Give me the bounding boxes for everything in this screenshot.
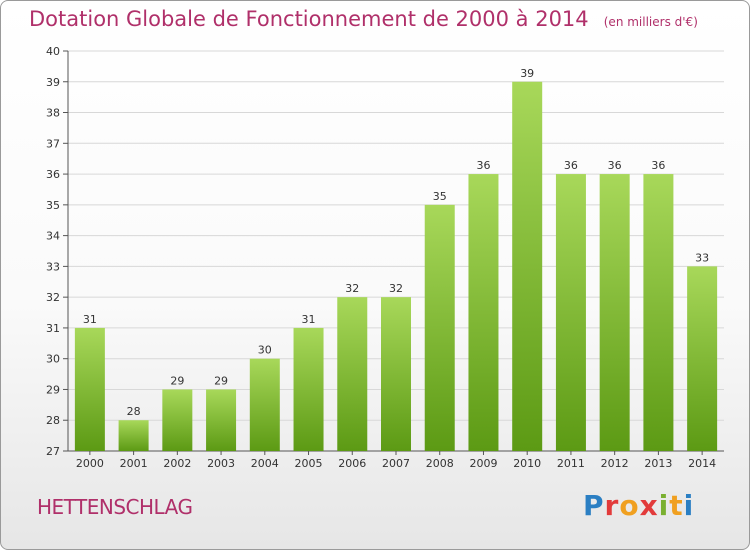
bar-2008 (424, 204, 455, 451)
x-tick-label-2006: 2006 (338, 457, 366, 470)
bar-2012 (599, 174, 630, 452)
bar-2013 (643, 174, 674, 452)
x-tick-label-2004: 2004 (251, 457, 279, 470)
data-label-2007: 32 (389, 282, 403, 295)
x-tick-label-2012: 2012 (601, 457, 629, 470)
y-tick-label: 33 (46, 260, 60, 273)
y-tick-label: 31 (46, 322, 60, 335)
bar-2001 (118, 420, 149, 451)
x-tick-label-2000: 2000 (76, 457, 104, 470)
y-tick-label: 37 (46, 137, 60, 150)
y-tick-label: 35 (46, 199, 60, 212)
x-tick-label-2009: 2009 (469, 457, 497, 470)
y-tick-label: 32 (46, 291, 60, 304)
bar-2009 (468, 174, 499, 452)
data-label-2004: 30 (258, 344, 272, 357)
x-tick-label-2001: 2001 (120, 457, 148, 470)
bar-2002 (162, 389, 193, 451)
x-tick-label-2011: 2011 (557, 457, 585, 470)
data-label-2003: 29 (214, 374, 228, 387)
x-tick-label-2014: 2014 (688, 457, 716, 470)
proxiti-logo: Proxiti (583, 489, 695, 522)
commune-name: HETTENSCHLAG (37, 495, 193, 519)
data-label-2002: 29 (170, 374, 184, 387)
x-tick-label-2002: 2002 (163, 457, 191, 470)
bar-2011 (555, 174, 586, 452)
bar-2010 (512, 81, 543, 452)
data-label-2013: 36 (651, 159, 665, 172)
y-tick-label: 36 (46, 168, 60, 181)
title-row: Dotation Globale de Fonctionnement de 20… (29, 7, 698, 31)
y-tick-label: 28 (46, 414, 60, 427)
bar-2000 (74, 327, 105, 451)
x-tick-label-2008: 2008 (426, 457, 454, 470)
bars (74, 81, 718, 452)
y-tick-label: 34 (46, 230, 60, 243)
bar-2014 (687, 266, 718, 451)
y-tick-label: 29 (46, 383, 60, 396)
data-label-2005: 31 (302, 313, 316, 326)
axes: 27 28 29 30 31 32 33 34 35 36 37 38 39 40 2000 2001 2002… (46, 45, 724, 470)
data-labels: 31 28 29 29 30 31 32 32 35 36 39 36 36 36 33 (83, 67, 709, 418)
x-tick-label-2003: 2003 (207, 457, 235, 470)
data-label-2000: 31 (83, 313, 97, 326)
y-tick-label: 39 (46, 76, 60, 89)
chart-title: Dotation Globale de Fonctionnement de 20… (29, 7, 589, 31)
data-label-2001: 28 (127, 405, 141, 418)
x-tick-label-2013: 2013 (644, 457, 672, 470)
x-tick-label-2007: 2007 (382, 457, 410, 470)
data-label-2009: 36 (476, 159, 490, 172)
data-label-2011: 36 (564, 159, 578, 172)
bar-2006 (337, 297, 368, 451)
x-tick-label-2005: 2005 (295, 457, 323, 470)
y-tick-label: 27 (46, 445, 60, 458)
bar-2005 (293, 327, 324, 451)
data-label-2006: 32 (345, 282, 359, 295)
y-tick-label: 38 (46, 107, 60, 120)
y-tick-label: 40 (46, 45, 60, 58)
bar-2007 (381, 297, 411, 451)
data-label-2014: 33 (695, 251, 709, 264)
y-tick-label: 30 (46, 353, 60, 366)
x-tick-label-2010: 2010 (513, 457, 541, 470)
data-label-2012: 36 (608, 159, 622, 172)
chart-subtitle: (en milliers d'€) (603, 15, 698, 29)
data-label-2010: 39 (520, 67, 534, 80)
bar-2003 (206, 389, 237, 451)
data-label-2008: 35 (433, 190, 447, 203)
bar-2004 (249, 358, 280, 451)
